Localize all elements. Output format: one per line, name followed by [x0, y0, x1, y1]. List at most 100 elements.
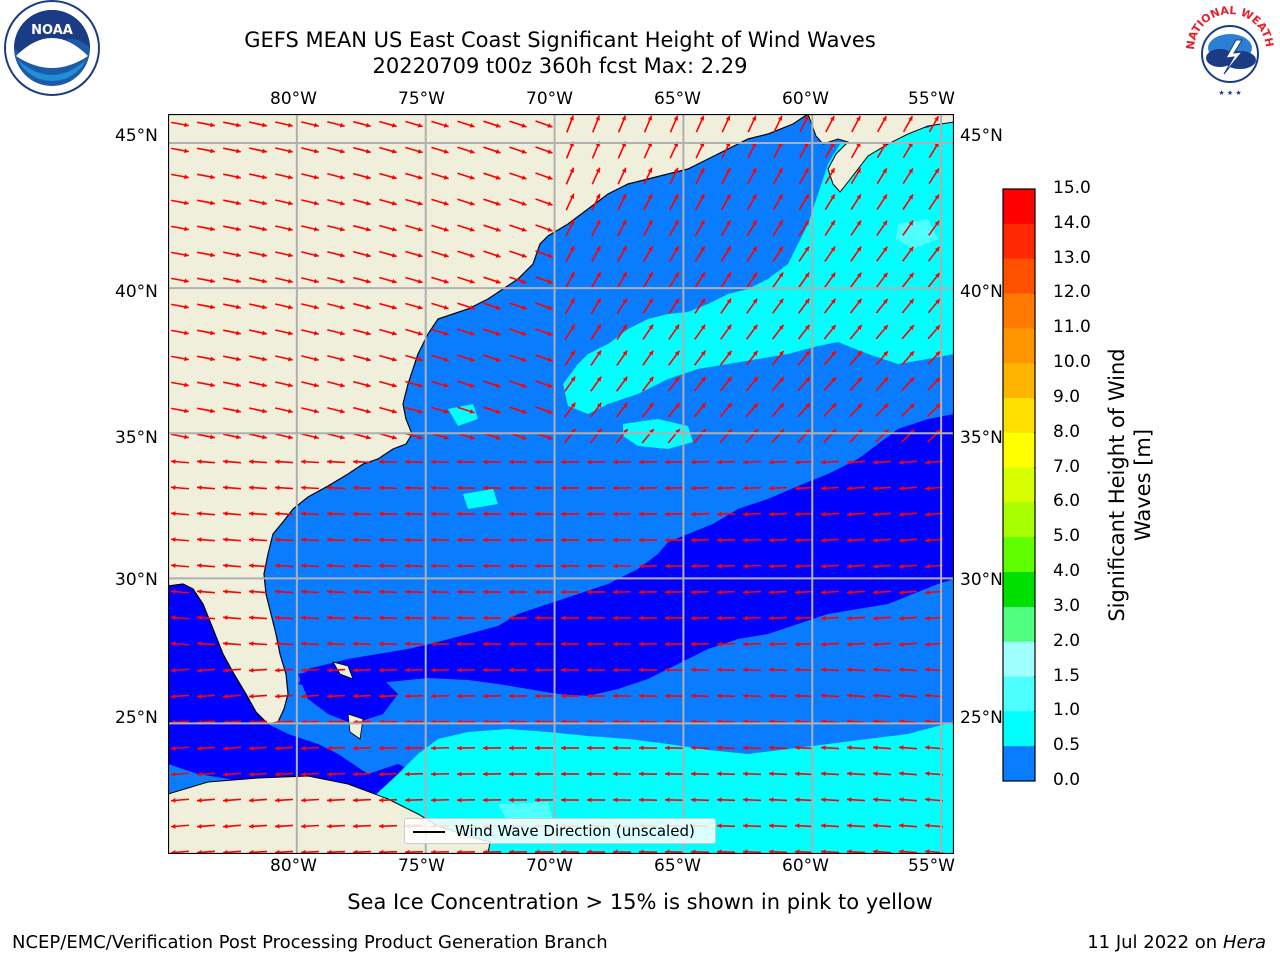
wind-wave-arrowhead — [925, 537, 930, 543]
wind-wave-arrowhead — [483, 641, 488, 647]
wind-wave-arrowhead — [547, 253, 553, 258]
wind-wave-arrowhead — [210, 330, 215, 336]
wind-wave-arrowhead — [313, 382, 319, 388]
wind-wave-arrowhead — [379, 641, 384, 647]
wind-wave-arrowhead — [795, 823, 800, 829]
wind-wave-arrowhead — [535, 589, 540, 595]
wind-wave-arrowhead — [287, 226, 293, 232]
wind-wave-arrowhead — [674, 350, 680, 356]
wind-wave-arrowhead — [301, 745, 306, 751]
wind-wave-arrowhead — [821, 693, 826, 699]
wind-wave-arrowhead — [287, 408, 293, 414]
wind-wave-arrowhead — [443, 357, 449, 362]
wind-wave-arrowhead — [223, 511, 228, 517]
wind-wave-arrowhead — [327, 823, 332, 829]
wind-wave-arrowhead — [457, 537, 462, 543]
wind-wave-arrowhead — [570, 350, 575, 356]
wind-wave-arrowhead — [405, 589, 410, 595]
wind-wave-arrowhead — [391, 174, 397, 180]
wind-wave-arrowhead — [275, 771, 280, 777]
wind-wave-arrowhead — [899, 563, 904, 569]
wind-wave-arrowhead — [184, 122, 189, 128]
wind-wave-arrowhead — [561, 745, 566, 751]
wind-wave-arrowhead — [509, 537, 514, 543]
wind-wave-arrowhead — [184, 330, 189, 336]
lon-label-bottom-75w: 75°W — [398, 856, 445, 876]
wind-wave-arrowhead — [743, 615, 748, 621]
wind-wave-arrowhead — [621, 115, 626, 121]
wind-wave-arrowhead — [521, 331, 527, 336]
colorbar-tick-label: 1.5 — [1053, 665, 1081, 686]
wind-wave-arrowhead — [648, 350, 654, 356]
wind-wave-arrowhead — [743, 745, 748, 751]
wind-wave-arrowhead — [935, 325, 940, 331]
wind-wave-arrowhead — [743, 693, 748, 699]
wind-wave-arrowhead — [621, 167, 627, 173]
wind-wave-arrowhead — [665, 485, 670, 491]
wind-wave-arrowhead — [751, 115, 757, 121]
wind-wave-arrowhead — [275, 823, 280, 829]
wind-wave-arrowhead — [743, 771, 748, 777]
ocean-blue-core — [298, 414, 954, 696]
wind-wave-arrowhead — [743, 589, 748, 595]
wind-wave-arrowhead — [830, 168, 835, 174]
wind-wave-arrowhead — [495, 409, 501, 414]
wind-wave-arrowhead — [171, 537, 176, 542]
wind-wave-arrowhead — [197, 511, 202, 517]
wind-wave-arrowhead — [547, 357, 553, 362]
svg-text:★ ★ ★: ★ ★ ★ — [1218, 89, 1241, 97]
wind-wave-arrowhead — [769, 537, 774, 543]
wind-wave-arrowhead — [665, 511, 670, 517]
wind-wave-arrowhead — [236, 174, 241, 180]
wind-wave-arrowhead — [665, 641, 670, 647]
wind-wave-arrowhead — [405, 511, 410, 517]
colorbar-label-line1: Significant Height of Wind — [1105, 348, 1129, 622]
wind-wave-arrowhead — [495, 175, 501, 180]
wind-wave-arrowhead — [483, 589, 488, 595]
wind-wave-arrowhead — [223, 797, 228, 803]
wind-wave-arrowhead — [925, 615, 930, 621]
wind-wave-arrowhead — [236, 356, 241, 362]
wind-wave-arrowhead — [287, 174, 293, 180]
wind-wave-arrowhead — [613, 485, 618, 491]
wind-wave-arrowhead — [717, 459, 722, 465]
lat-label-right-40n: 40°N — [960, 282, 1003, 302]
wind-wave-arrowhead — [899, 797, 904, 803]
wind-wave-arrowhead — [717, 563, 722, 569]
wind-wave-arrowhead — [847, 667, 852, 673]
colorbar-segment — [1003, 432, 1035, 469]
ocean-cyan-patch4 — [896, 219, 938, 249]
wind-wave-arrowhead — [743, 667, 748, 673]
wind-wave-arrowhead — [469, 435, 475, 440]
wind-wave-arrowhead — [899, 641, 904, 647]
wind-wave-arrowhead — [261, 148, 267, 154]
wind-wave-arrowhead — [391, 226, 397, 232]
wind-wave-arrowhead — [327, 693, 332, 699]
wind-wave-arrowhead — [521, 409, 527, 414]
wind-wave-arrowhead — [339, 226, 345, 232]
wind-wave-arrowhead — [779, 350, 784, 356]
wind-wave-arrowhead — [856, 168, 861, 174]
wind-wave-arrowhead — [287, 122, 293, 128]
wind-wave-arrowhead — [769, 641, 774, 647]
wind-wave-arrowhead — [365, 382, 371, 388]
lat-label-right-25n: 25°N — [960, 708, 1003, 728]
wind-wave-arrowhead — [795, 693, 800, 699]
wind-wave-arrowhead — [587, 563, 592, 569]
colorbar-tick-label: 5.0 — [1053, 526, 1081, 547]
wind-wave-arrowhead — [443, 149, 449, 154]
lat-label-right-45n: 45°N — [960, 126, 1003, 146]
wind-wave-arrowhead — [287, 304, 293, 310]
wind-wave-arrowhead — [795, 563, 800, 569]
wind-wave-arrowhead — [535, 459, 540, 465]
wind-wave-arrowhead — [830, 220, 835, 226]
wind-wave-arrowhead — [830, 298, 836, 304]
wind-wave-arrowhead — [873, 641, 878, 647]
wind-wave-arrowhead — [301, 615, 306, 621]
wind-wave-arrowhead — [469, 331, 475, 336]
wind-wave-arrowhead — [899, 511, 904, 517]
wind-wave-arrowhead — [365, 148, 371, 154]
colorbar-label-line2: Waves [m] — [1131, 428, 1155, 542]
wind-wave-arrowhead — [691, 641, 696, 647]
colorbar-tick-label: 3.0 — [1053, 595, 1081, 616]
